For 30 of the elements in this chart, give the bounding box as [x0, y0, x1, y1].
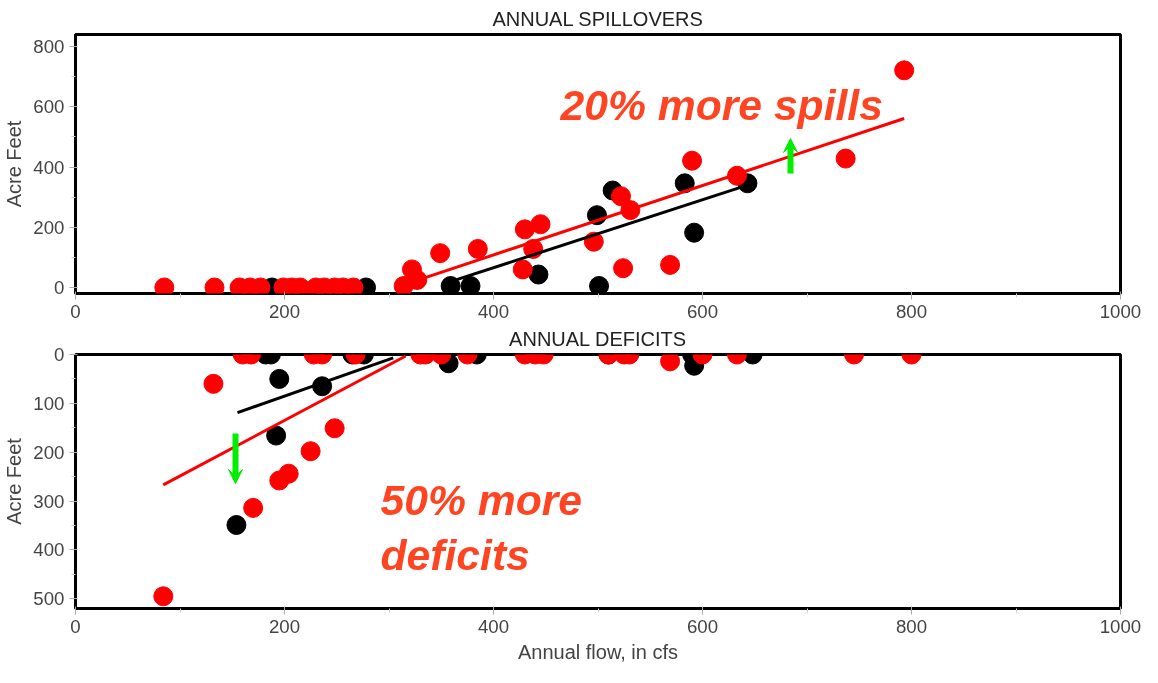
y-tick-label: 200	[33, 216, 65, 238]
y-tick-label: 500	[33, 588, 65, 610]
y-tick-label: 0	[54, 344, 65, 365]
x-tick-label: 200	[268, 300, 301, 322]
x-tick-label: 400	[477, 615, 510, 637]
chart-title: ANNUAL DEFICITS	[509, 327, 687, 350]
annotation: 50% more deficits	[380, 475, 583, 579]
y-axis-title: Acre Feet	[3, 437, 26, 525]
x-tick-label: 800	[895, 615, 928, 637]
y-tick-label: 600	[33, 96, 65, 118]
chart-title: ANNUAL SPILLOVERS	[492, 7, 703, 30]
x-tick-label: 1000	[1099, 615, 1142, 637]
x-axis-title: Annual flow, in cfs	[517, 640, 679, 663]
annotation: 20% more spills	[559, 80, 883, 129]
y-tick-label: 400	[33, 156, 65, 178]
y-tick-label: 800	[33, 36, 65, 58]
x-tick-label: 0	[70, 615, 81, 637]
y-tick-label: 100	[33, 392, 65, 414]
x-tick-label: 1000	[1099, 300, 1142, 322]
x-tick-label: 200	[268, 615, 301, 637]
x-tick-label: 0	[70, 300, 81, 322]
x-tick-label: 600	[686, 615, 719, 637]
y-tick-label: 300	[33, 490, 65, 512]
y-tick-label: 200	[33, 441, 65, 463]
x-tick-label: 800	[895, 300, 928, 322]
x-tick-label: 400	[477, 300, 510, 322]
y-tick-label: 0	[54, 276, 65, 298]
y-axis-title: Acre Feet	[3, 120, 26, 208]
y-tick-label: 400	[33, 539, 65, 561]
x-tick-label: 600	[686, 300, 719, 322]
